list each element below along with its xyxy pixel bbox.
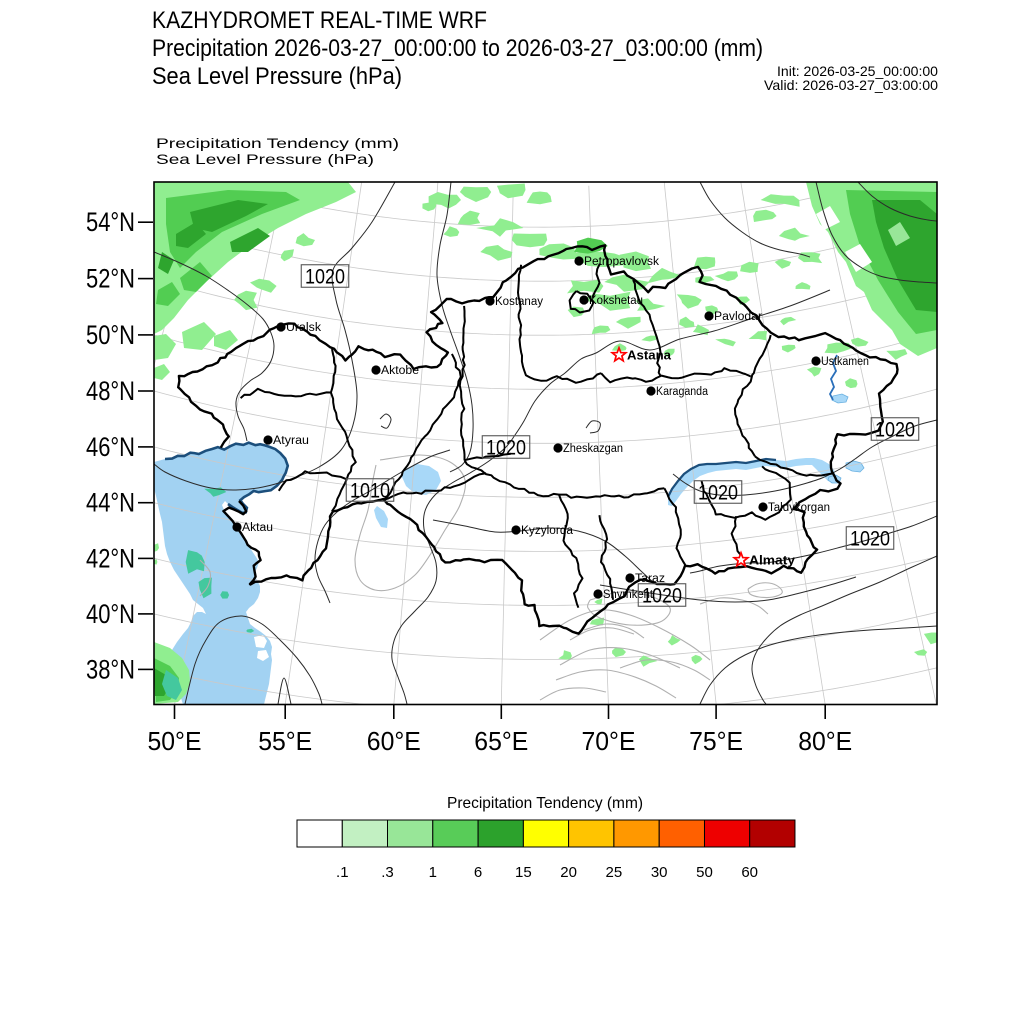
svg-text:1020: 1020 [305,266,345,289]
svg-text:1: 1 [429,864,437,881]
svg-text:6: 6 [474,864,482,881]
svg-text:Valid: 2026-03-27_03:00:00: Valid: 2026-03-27_03:00:00 [764,77,938,93]
svg-text:Precipitation Tendency (mm): Precipitation Tendency (mm) [156,135,399,151]
svg-text:Precipitation Tendency (mm): Precipitation Tendency (mm) [447,795,643,812]
svg-text:Ustkamen: Ustkamen [821,356,869,368]
svg-text:Aktau: Aktau [242,522,273,534]
svg-text:Kyzylorda: Kyzylorda [521,525,574,537]
svg-text:48°N: 48°N [86,376,135,406]
svg-text:55°E: 55°E [258,726,312,756]
svg-text:42°N: 42°N [86,543,135,573]
svg-text:60°E: 60°E [367,726,421,756]
svg-text:.3: .3 [381,864,394,881]
svg-text:40°N: 40°N [86,599,135,629]
svg-text:1020: 1020 [486,437,526,460]
svg-text:15: 15 [515,864,532,881]
svg-text:Uralsk: Uralsk [286,322,321,334]
svg-text:Almaty: Almaty [749,554,795,568]
svg-text:1020: 1020 [698,482,738,505]
svg-text:52°N: 52°N [86,264,135,294]
svg-text:Shymkent: Shymkent [603,589,654,601]
svg-text:Sea Level Pressure (hPa): Sea Level Pressure (hPa) [156,151,374,167]
svg-text:Karaganda: Karaganda [656,386,709,398]
svg-text:1010: 1010 [350,480,390,503]
svg-text:Zheskazgan: Zheskazgan [563,443,623,455]
svg-text:50°N: 50°N [86,320,135,350]
svg-text:Petropavlovsk: Petropavlovsk [584,256,659,268]
svg-text:30: 30 [651,864,668,881]
svg-text:70°E: 70°E [582,726,636,756]
svg-text:Precipitation 2026-03-27_00:00: Precipitation 2026-03-27_00:00:00 to 202… [152,35,763,62]
svg-text:Pavlodar: Pavlodar [714,311,762,323]
svg-text:Kokshetau: Kokshetau [589,295,643,307]
svg-text:Astana: Astana [627,349,672,363]
svg-text:Taldykorgan: Taldykorgan [768,502,830,514]
svg-text:60: 60 [741,864,758,881]
svg-text:46°N: 46°N [86,432,135,462]
svg-text:75°E: 75°E [689,726,743,756]
svg-text:1020: 1020 [642,585,682,608]
svg-text:25: 25 [606,864,623,881]
svg-text:Kostanay: Kostanay [495,296,543,308]
svg-text:KAZHYDROMET REAL-TIME WRF: KAZHYDROMET REAL-TIME WRF [152,7,487,34]
svg-text:.1: .1 [336,864,349,881]
svg-text:80°E: 80°E [798,726,852,756]
svg-text:1020: 1020 [875,419,915,442]
svg-text:44°N: 44°N [86,488,135,518]
svg-text:65°E: 65°E [474,726,528,756]
svg-text:38°N: 38°N [86,654,135,684]
svg-text:1020: 1020 [850,528,890,551]
svg-text:Init: 2026-03-25_00:00:00: Init: 2026-03-25_00:00:00 [777,63,938,79]
svg-text:50°E: 50°E [148,726,202,756]
svg-text:Taraz: Taraz [635,573,665,585]
svg-text:50: 50 [696,864,713,881]
svg-text:54°N: 54°N [86,207,135,237]
svg-text:Sea Level Pressure (hPa): Sea Level Pressure (hPa) [152,63,402,90]
svg-text:Aktobe: Aktobe [381,365,419,377]
svg-text:20: 20 [560,864,577,881]
svg-text:Atyrau: Atyrau [273,435,309,447]
